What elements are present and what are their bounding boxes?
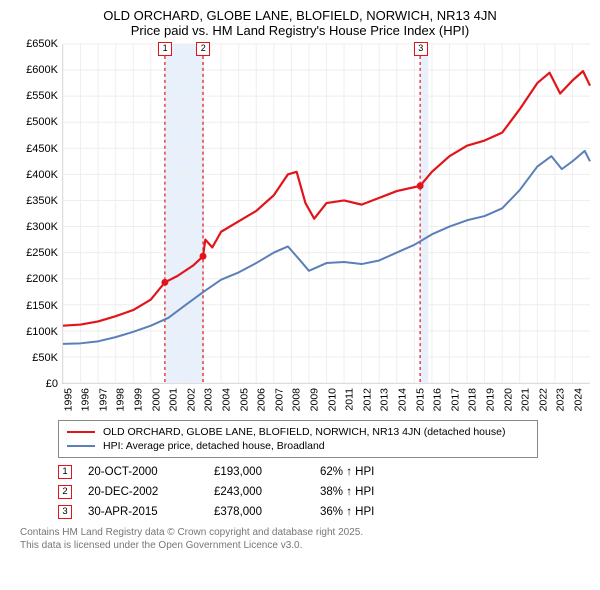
legend-label: HPI: Average price, detached house, Broa…	[103, 440, 325, 452]
x-axis-tick-label: 2004	[220, 388, 232, 411]
x-axis-tick-label: 2023	[555, 388, 567, 411]
y-axis-tick-label: £400K	[26, 169, 58, 181]
event-row-marker: 2	[58, 485, 72, 499]
y-axis-tick-label: £150K	[26, 300, 58, 312]
chart-legend: OLD ORCHARD, GLOBE LANE, BLOFIELD, NORWI…	[58, 420, 538, 458]
event-date: 30-APR-2015	[88, 506, 198, 518]
y-axis-tick-label: £250K	[26, 247, 58, 259]
x-axis-tick-label: 1997	[97, 388, 109, 411]
plot-area: £0 £50K £100K £150K £200K £250K £300K £350K £400…	[20, 44, 590, 414]
x-axis-tick-label: 2014	[396, 388, 408, 411]
legend-item-property: OLD ORCHARD, GLOBE LANE, BLOFIELD, NORWI…	[67, 425, 529, 439]
x-axis-tick-label: 2006	[256, 388, 268, 411]
event-row: 1 20-OCT-2000 £193,000 62% ↑ HPI	[58, 462, 580, 482]
x-axis-tick-label: 2018	[467, 388, 479, 411]
x-axis-tick-label: 2010	[326, 388, 338, 411]
x-axis-tick-label: 1999	[132, 388, 144, 411]
legend-label: OLD ORCHARD, GLOBE LANE, BLOFIELD, NORWI…	[103, 426, 505, 438]
x-axis-tick-label: 2017	[449, 388, 461, 411]
event-marker-3: 3	[414, 42, 428, 56]
events-table: 1 20-OCT-2000 £193,000 62% ↑ HPI 2 20-DEC-200…	[58, 462, 580, 522]
event-marker-1: 1	[158, 42, 172, 56]
x-axis-tick-label: 1996	[80, 388, 92, 411]
y-axis-tick-label: £50K	[32, 352, 58, 364]
legend-swatch	[67, 445, 95, 448]
x-axis-tick-label: 2008	[291, 388, 303, 411]
event-price: £243,000	[214, 486, 304, 498]
x-axis-tick-label: 1998	[115, 388, 127, 411]
y-axis-tick-label: £0	[46, 378, 58, 390]
x-axis-tick-label: 2020	[502, 388, 514, 411]
chart-canvas: 1 2 3	[62, 44, 590, 384]
event-date: 20-OCT-2000	[88, 466, 198, 478]
y-axis-tick-label: £200K	[26, 273, 58, 285]
x-axis-tick-label: 2009	[308, 388, 320, 411]
event-row-marker: 1	[58, 465, 72, 479]
x-axis-tick-label: 2001	[168, 388, 180, 411]
event-price: £378,000	[214, 506, 304, 518]
x-axis-tick-label: 2013	[379, 388, 391, 411]
y-axis-tick-label: £100K	[26, 326, 58, 338]
x-axis-tick-label: 2000	[150, 388, 162, 411]
event-row: 3 30-APR-2015 £378,000 36% ↑ HPI	[58, 502, 580, 522]
x-axis-tick-label: 2019	[484, 388, 496, 411]
y-axis-tick-label: £350K	[26, 195, 58, 207]
event-pct: 36% ↑ HPI	[320, 506, 420, 518]
y-axis-tick-label: £550K	[26, 90, 58, 102]
x-axis-tick-label: 2011	[344, 388, 356, 411]
chart-title-line2: Price paid vs. HM Land Registry's House …	[10, 23, 590, 38]
event-pct: 62% ↑ HPI	[320, 466, 420, 478]
x-axis-tick-label: 2012	[361, 388, 373, 411]
y-axis-tick-label: £650K	[26, 38, 58, 50]
y-axis-tick-label: £450K	[26, 143, 58, 155]
y-axis-tick-label: £300K	[26, 221, 58, 233]
event-row: 2 20-DEC-2002 £243,000 38% ↑ HPI	[58, 482, 580, 502]
legend-swatch	[67, 431, 95, 434]
chart-title-line1: OLD ORCHARD, GLOBE LANE, BLOFIELD, NORWI…	[10, 8, 590, 23]
event-price: £193,000	[214, 466, 304, 478]
y-axis-tick-label: £600K	[26, 64, 58, 76]
x-axis-tick-label: 2002	[185, 388, 197, 411]
y-axis-tick-label: £500K	[26, 116, 58, 128]
y-axis-labels: £0 £50K £100K £150K £200K £250K £300K £350K £400…	[20, 44, 62, 414]
x-axis-tick-label: 2005	[238, 388, 250, 411]
footer-line1: Contains HM Land Registry data © Crown c…	[20, 526, 580, 539]
event-row-marker: 3	[58, 505, 72, 519]
x-axis-tick-label: 2016	[432, 388, 444, 411]
x-axis-tick-label: 2007	[273, 388, 285, 411]
x-axis-labels: 1995 1996 1997 1998 1999 2000 2001 2002 2003 2004…	[62, 386, 590, 414]
x-axis-tick-label: 2021	[520, 388, 532, 411]
legend-item-hpi: HPI: Average price, detached house, Broa…	[67, 439, 529, 453]
event-date: 20-DEC-2002	[88, 486, 198, 498]
footer-line2: This data is licensed under the Open Gov…	[20, 539, 580, 552]
x-axis-tick-label: 2015	[414, 388, 426, 411]
event-marker-2: 2	[196, 42, 210, 56]
x-axis-tick-label: 2022	[537, 388, 549, 411]
chart-svg	[63, 44, 590, 383]
x-axis-tick-label: 2003	[203, 388, 215, 411]
chart-footer: Contains HM Land Registry data © Crown c…	[20, 526, 580, 552]
chart-container: OLD ORCHARD, GLOBE LANE, BLOFIELD, NORWI…	[0, 0, 600, 590]
x-axis-tick-label: 1995	[62, 388, 74, 411]
event-pct: 38% ↑ HPI	[320, 486, 420, 498]
x-axis-tick-label: 2024	[572, 388, 584, 411]
